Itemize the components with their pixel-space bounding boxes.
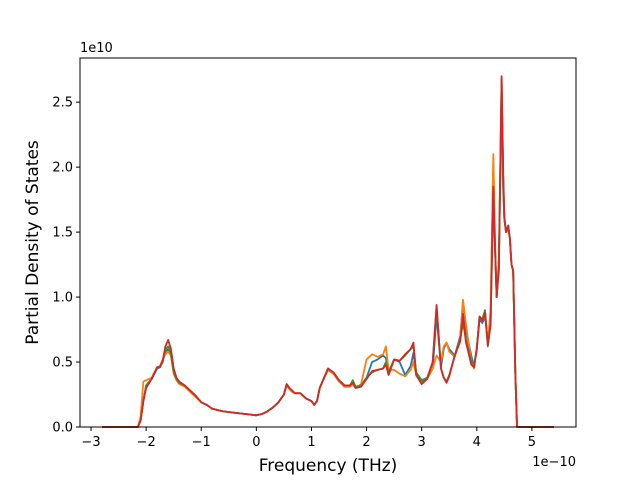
y-tick-label: 2.0 <box>52 161 73 176</box>
x-tick-label: −1 <box>192 435 211 450</box>
x-tick-label: 0 <box>252 435 260 450</box>
y-tick-label: 1.5 <box>52 226 73 241</box>
x-tick-label: 5 <box>528 435 536 450</box>
x-tick-label: −2 <box>137 435 156 450</box>
x-axis-offset-label: 1e−10 <box>532 455 576 470</box>
y-axis-ticks: 0.0 0.5 1.0 1.5 2.0 2.5 <box>52 96 80 436</box>
x-axis-label: Frequency (THz) <box>259 456 398 476</box>
y-tick-label: 0.5 <box>52 356 73 371</box>
axes-frame <box>79 57 577 428</box>
x-tick-label: 1 <box>307 435 315 450</box>
x-tick-label: −3 <box>81 435 100 450</box>
series-line-4 <box>102 75 554 428</box>
x-tick-label: 3 <box>418 435 426 450</box>
x-axis-ticks: −3 −2 −1 0 1 2 3 4 5 <box>81 427 536 450</box>
x-tick-label: 2 <box>362 435 370 450</box>
x-tick-label: 4 <box>473 435 481 450</box>
y-axis-label: Partial Density of States <box>23 140 43 345</box>
y-tick-label: 2.5 <box>52 96 73 111</box>
y-tick-label: 1.0 <box>52 291 73 306</box>
plot-area <box>102 75 554 428</box>
y-tick-label: 0.0 <box>52 421 73 436</box>
y-axis-offset-label: 1e10 <box>80 41 113 56</box>
